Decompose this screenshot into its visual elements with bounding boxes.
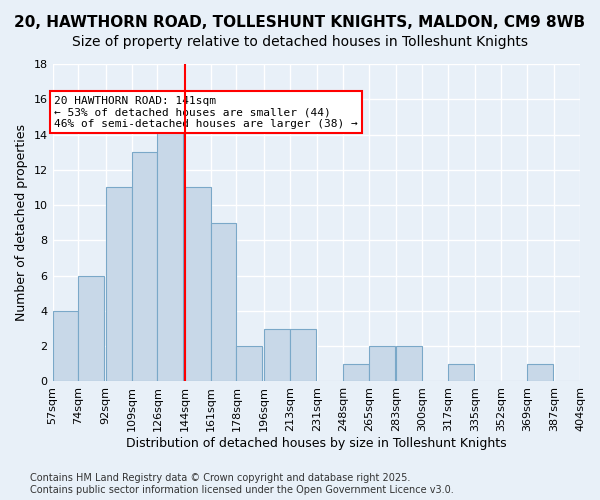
Text: 20, HAWTHORN ROAD, TOLLESHUNT KNIGHTS, MALDON, CM9 8WB: 20, HAWTHORN ROAD, TOLLESHUNT KNIGHTS, M… [14,15,586,30]
Bar [290,328,316,382]
Bar [236,346,262,382]
Bar [106,188,131,382]
Bar [185,188,211,382]
Bar [157,117,183,382]
Y-axis label: Number of detached properties: Number of detached properties [15,124,28,321]
Bar [448,364,473,382]
Bar [211,222,236,382]
Text: 20 HAWTHORN ROAD: 141sqm
← 53% of detached houses are smaller (44)
46% of semi-d: 20 HAWTHORN ROAD: 141sqm ← 53% of detach… [54,96,358,129]
Bar [396,346,422,382]
Bar [264,328,290,382]
Text: Size of property relative to detached houses in Tolleshunt Knights: Size of property relative to detached ho… [72,35,528,49]
Bar [79,276,104,382]
Bar [53,311,79,382]
Bar [369,346,395,382]
Bar [343,364,369,382]
Bar [527,364,553,382]
X-axis label: Distribution of detached houses by size in Tolleshunt Knights: Distribution of detached houses by size … [126,437,506,450]
Text: Contains HM Land Registry data © Crown copyright and database right 2025.
Contai: Contains HM Land Registry data © Crown c… [30,474,454,495]
Bar [131,152,157,382]
